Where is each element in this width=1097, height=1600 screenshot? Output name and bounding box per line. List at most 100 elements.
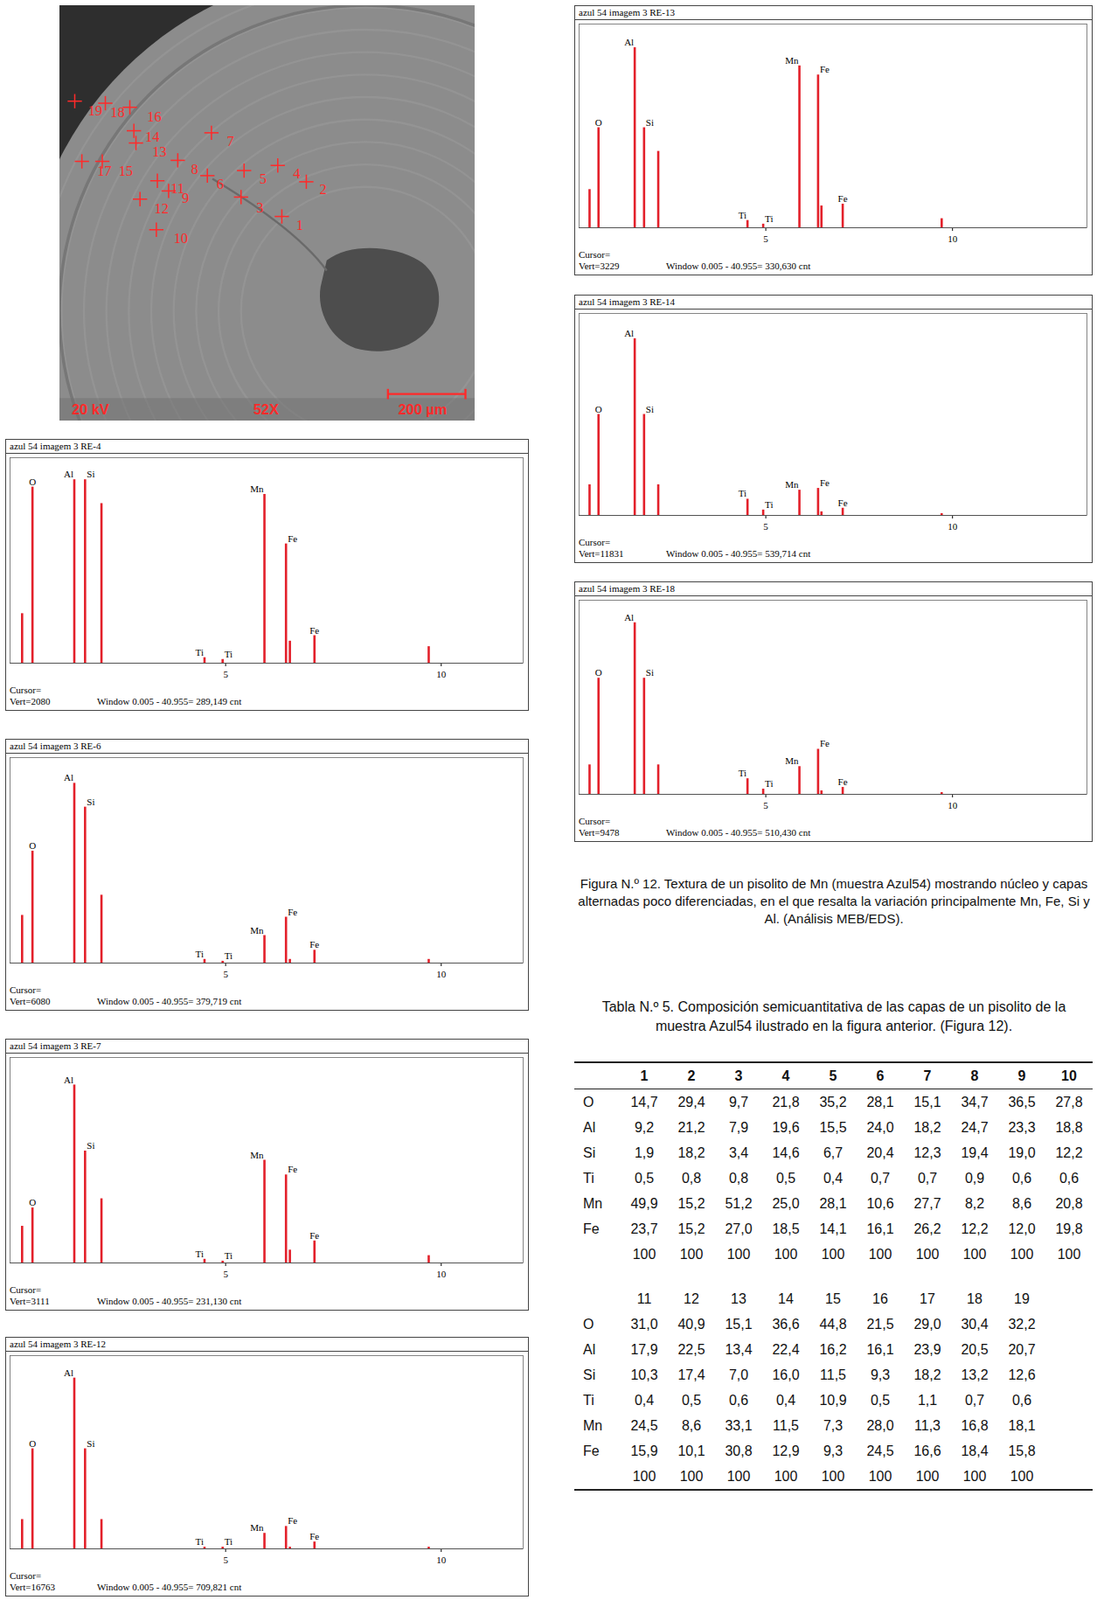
- svg-text:Si: Si: [86, 468, 95, 480]
- svg-text:12: 12: [154, 200, 169, 217]
- svg-text:O: O: [595, 403, 603, 415]
- html-text:21,8: 21,8: [772, 1093, 800, 1109]
- svg-text:5: 5: [763, 799, 769, 811]
- svg-text:O: O: [28, 840, 36, 851]
- svg-text:Ti: Ti: [195, 1248, 204, 1259]
- svg-text:Al: Al: [63, 771, 74, 783]
- svg-text:52X: 52X: [253, 401, 279, 417]
- svg-text:5: 5: [259, 170, 267, 188]
- svg-text:Si: Si: [645, 666, 654, 678]
- svg-text:Mn: Mn: [784, 479, 799, 490]
- html-text:9,7: 9,7: [728, 1093, 749, 1109]
- svg-text:Mn: Mn: [249, 1521, 264, 1533]
- svg-text:Al: Al: [63, 1367, 74, 1378]
- svg-text:Si: Si: [645, 403, 654, 415]
- svg-text:Ti: Ti: [764, 213, 773, 224]
- svg-text:5: 5: [222, 1554, 229, 1565]
- svg-text:Ti: Ti: [764, 499, 773, 510]
- svg-text:2: 2: [319, 180, 327, 198]
- svg-text:Ti: Ti: [195, 1535, 204, 1547]
- svg-text:Si: Si: [86, 796, 95, 807]
- svg-text:Mn: Mn: [249, 924, 264, 936]
- svg-text:10: 10: [436, 1268, 447, 1279]
- svg-text:17: 17: [97, 162, 112, 180]
- svg-text:Fe: Fe: [309, 624, 320, 636]
- svg-text:18: 18: [110, 104, 125, 121]
- svg-text:Fe: Fe: [287, 1514, 298, 1526]
- svg-text:5: 5: [763, 520, 769, 532]
- svg-text:Ti: Ti: [738, 487, 747, 499]
- svg-text:Si: Si: [86, 1437, 95, 1449]
- svg-text:5: 5: [222, 1268, 229, 1279]
- svg-text:13: 13: [152, 143, 167, 160]
- svg-text:O: O: [28, 1437, 36, 1449]
- svg-text:Ti: Ti: [738, 209, 747, 221]
- html-text:Figura N.º 12. Textura de un p: Figura N.º 12. Textura de un pisolito de…: [578, 875, 1090, 926]
- svg-text:Ti: Ti: [224, 1535, 233, 1547]
- svg-text:14: 14: [145, 128, 160, 146]
- svg-text:10: 10: [947, 799, 959, 811]
- html-text:35,2: 35,2: [819, 1093, 847, 1109]
- svg-text:3: 3: [256, 199, 264, 216]
- svg-text:5: 5: [763, 233, 769, 244]
- svg-text:10: 10: [173, 229, 188, 247]
- svg-text:Mn: Mn: [249, 1149, 264, 1160]
- svg-text:Fe: Fe: [287, 533, 298, 544]
- html-text:Tabla N.º 5. Composición semic: Tabla N.º 5. Composición semicuantitativ…: [601, 999, 1066, 1034]
- html-text:10: 10: [1061, 1067, 1077, 1083]
- svg-text:Ti: Ti: [195, 948, 204, 959]
- svg-text:O: O: [595, 666, 603, 678]
- svg-text:1: 1: [296, 216, 304, 234]
- svg-text:Fe: Fe: [309, 938, 320, 950]
- svg-text:5: 5: [222, 968, 229, 979]
- svg-text:Mn: Mn: [784, 55, 799, 66]
- svg-text:200 µm: 200 µm: [397, 401, 447, 417]
- svg-text:Mn: Mn: [249, 483, 264, 494]
- svg-text:Fe: Fe: [819, 477, 830, 488]
- svg-text:Si: Si: [645, 117, 654, 128]
- svg-text:Fe: Fe: [819, 63, 830, 75]
- svg-text:5: 5: [222, 668, 229, 680]
- svg-text:Si: Si: [86, 1139, 95, 1151]
- svg-text:Fe: Fe: [309, 1229, 320, 1241]
- svg-text:4: 4: [292, 165, 300, 182]
- svg-text:Ti: Ti: [195, 646, 204, 658]
- svg-text:Mn: Mn: [784, 755, 799, 766]
- html-text:14,7: 14,7: [630, 1093, 658, 1109]
- svg-text:10: 10: [436, 1554, 447, 1565]
- svg-text:Fe: Fe: [838, 193, 848, 204]
- svg-text:8: 8: [191, 160, 199, 178]
- svg-text:16: 16: [146, 108, 161, 125]
- svg-text:Al: Al: [63, 468, 74, 480]
- html-text:29,4: 29,4: [677, 1093, 706, 1109]
- svg-text:Fe: Fe: [287, 906, 298, 917]
- svg-text:Al: Al: [624, 327, 634, 339]
- svg-text:19: 19: [88, 102, 103, 119]
- html-text:28,1: 28,1: [866, 1093, 894, 1109]
- svg-text:10: 10: [947, 233, 959, 244]
- svg-text:Fe: Fe: [287, 1163, 298, 1174]
- svg-text:Al: Al: [63, 1073, 74, 1084]
- svg-text:6: 6: [216, 175, 224, 193]
- svg-text:Ti: Ti: [764, 777, 773, 789]
- svg-text:Fe: Fe: [309, 1530, 320, 1542]
- svg-text:Al: Al: [624, 611, 634, 623]
- svg-text:Ti: Ti: [224, 950, 233, 961]
- svg-text:Ti: Ti: [738, 767, 747, 778]
- svg-text:11: 11: [170, 180, 185, 197]
- svg-text:Fe: Fe: [838, 776, 848, 787]
- svg-text:Fe: Fe: [838, 497, 848, 508]
- svg-text:7: 7: [226, 132, 234, 150]
- svg-text:Ti: Ti: [224, 1249, 233, 1261]
- svg-text:10: 10: [436, 968, 447, 979]
- svg-text:Fe: Fe: [819, 737, 830, 749]
- svg-text:10: 10: [947, 520, 959, 532]
- svg-text:Al: Al: [624, 36, 634, 48]
- svg-text:15: 15: [118, 162, 133, 180]
- svg-text:O: O: [28, 476, 36, 487]
- svg-text:20 kV: 20 kV: [71, 401, 110, 417]
- svg-text:10: 10: [436, 668, 447, 680]
- svg-text:O: O: [28, 1196, 36, 1208]
- svg-text:O: O: [595, 117, 603, 128]
- svg-text:Ti: Ti: [224, 648, 233, 660]
